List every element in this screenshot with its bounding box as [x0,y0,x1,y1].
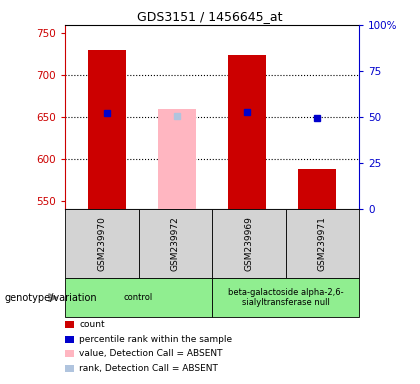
Bar [298,169,336,209]
Text: control: control [124,293,153,302]
Text: count: count [79,320,105,329]
Text: genotype/variation: genotype/variation [4,293,97,303]
Text: value, Detection Call = ABSENT: value, Detection Call = ABSENT [79,349,223,358]
Text: GSM239969: GSM239969 [244,217,253,271]
Text: GSM239971: GSM239971 [318,217,327,271]
Text: GSM239970: GSM239970 [97,217,106,271]
Text: rank, Detection Call = ABSENT: rank, Detection Call = ABSENT [79,364,218,373]
Text: GSM239972: GSM239972 [171,217,180,271]
Text: GDS3151 / 1456645_at: GDS3151 / 1456645_at [137,10,283,23]
Text: beta-galactoside alpha-2,6-
sialyltransferase null: beta-galactoside alpha-2,6- sialyltransf… [228,288,344,307]
Text: percentile rank within the sample: percentile rank within the sample [79,334,233,344]
Bar [158,109,197,209]
Bar [88,50,126,209]
Bar [228,55,266,209]
